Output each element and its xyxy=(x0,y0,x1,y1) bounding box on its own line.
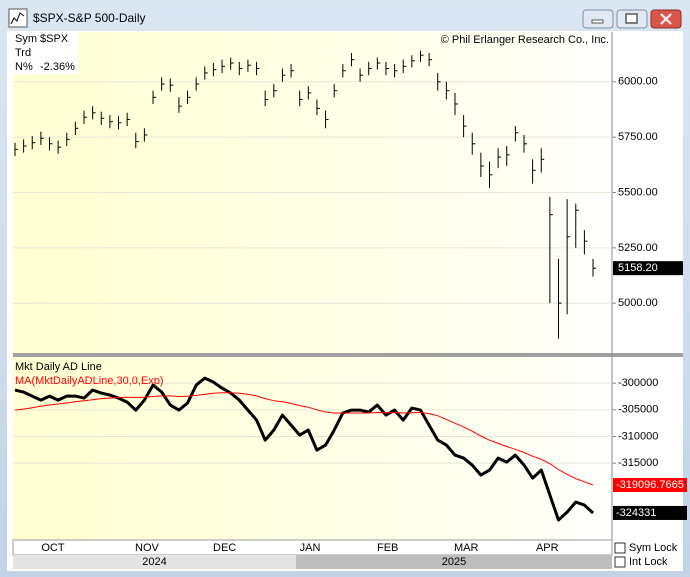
year-label: 2024 xyxy=(142,556,166,568)
year-band xyxy=(13,555,297,569)
last-value-label: -324331 xyxy=(616,507,656,519)
y-tick-label: -300000 xyxy=(618,377,658,389)
x-tick-label: APR xyxy=(536,542,559,554)
last-value-box xyxy=(613,478,687,493)
year-band xyxy=(296,555,612,569)
window-title: $SPX-S&P 500-Daily xyxy=(33,11,146,25)
x-tick-label: MAR xyxy=(454,542,479,554)
y-tick-label: 5000.00 xyxy=(618,297,658,309)
info-value: -2.36% xyxy=(40,61,75,73)
y-tick-label: 6000.00 xyxy=(618,76,658,88)
info-label: N% xyxy=(15,61,33,73)
checkbox[interactable] xyxy=(614,542,626,554)
close-glyph xyxy=(660,13,672,25)
series-name: Mkt Daily AD Line xyxy=(15,361,102,373)
y-tick-label: 5750.00 xyxy=(618,131,658,143)
y-tick-label: -305000 xyxy=(618,404,658,416)
x-tick-label: OCT xyxy=(41,542,65,554)
info-label: Sym xyxy=(15,33,37,45)
checkbox[interactable] xyxy=(614,556,626,568)
x-tick-label: FEB xyxy=(377,542,398,554)
info-value: $SPX xyxy=(40,33,69,45)
minimize-glyph xyxy=(591,19,604,24)
info-label: Trd xyxy=(15,47,31,59)
y-tick-label: -315000 xyxy=(618,457,658,469)
x-tick-label: NOV xyxy=(135,542,160,554)
series-line xyxy=(14,376,595,522)
last-value-label: -319096.7665 xyxy=(616,479,684,491)
series-name: MA(MktDailyADLine,30,0,Exp) xyxy=(15,375,164,387)
y-tick-label: 5250.00 xyxy=(618,242,658,254)
minimize-button[interactable] xyxy=(582,9,614,29)
x-tick-label: JAN xyxy=(300,542,321,554)
y-tick-label: -310000 xyxy=(618,430,658,442)
panel-divider xyxy=(13,353,683,357)
last-value-box xyxy=(613,505,687,520)
y-tick-label: 5500.00 xyxy=(618,186,658,198)
app-icon-glyph xyxy=(10,12,25,25)
checkbox-label[interactable]: Sym Lock xyxy=(629,542,678,554)
copyright: © Phil Erlanger Research Co., Inc. xyxy=(441,34,609,46)
year-label: 2025 xyxy=(442,556,466,568)
checkbox-label[interactable]: Int Lock xyxy=(629,556,668,568)
last-price-box xyxy=(613,261,683,276)
x-tick-label: DEC xyxy=(213,542,236,554)
last-price-label: 5158.20 xyxy=(618,262,658,274)
series-line xyxy=(14,392,594,486)
info-box xyxy=(13,32,78,74)
maximize-glyph xyxy=(625,13,638,24)
